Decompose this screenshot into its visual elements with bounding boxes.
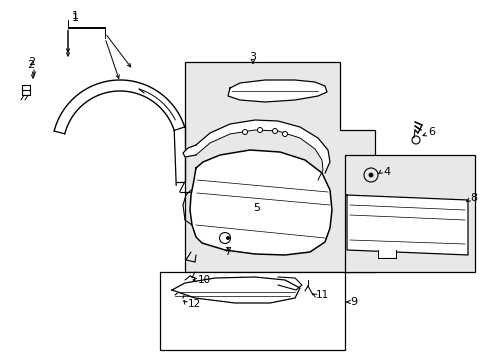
Text: 3: 3 xyxy=(249,52,256,62)
Circle shape xyxy=(226,237,229,239)
Text: 4: 4 xyxy=(382,167,389,177)
FancyBboxPatch shape xyxy=(160,272,345,350)
Text: 11: 11 xyxy=(315,290,328,300)
Polygon shape xyxy=(172,277,299,303)
Text: 1: 1 xyxy=(72,11,79,21)
Polygon shape xyxy=(278,277,302,290)
Polygon shape xyxy=(227,80,326,102)
Text: 7: 7 xyxy=(224,247,231,257)
Text: 10: 10 xyxy=(198,275,211,285)
Polygon shape xyxy=(377,250,394,256)
Polygon shape xyxy=(183,145,196,157)
Polygon shape xyxy=(190,150,331,255)
Text: 2: 2 xyxy=(28,57,35,67)
Circle shape xyxy=(242,130,247,135)
Text: 2: 2 xyxy=(27,60,34,70)
Circle shape xyxy=(282,131,287,136)
Text: 8: 8 xyxy=(469,193,476,203)
Circle shape xyxy=(257,127,262,132)
Polygon shape xyxy=(184,62,374,272)
Text: 6: 6 xyxy=(427,127,434,137)
Circle shape xyxy=(368,173,372,177)
Text: 5: 5 xyxy=(252,203,260,213)
Circle shape xyxy=(272,129,277,134)
Text: 12: 12 xyxy=(187,299,201,309)
Polygon shape xyxy=(346,195,467,255)
Text: 9: 9 xyxy=(349,297,356,307)
Polygon shape xyxy=(196,120,329,180)
FancyBboxPatch shape xyxy=(345,155,474,272)
Text: 1: 1 xyxy=(72,13,79,23)
